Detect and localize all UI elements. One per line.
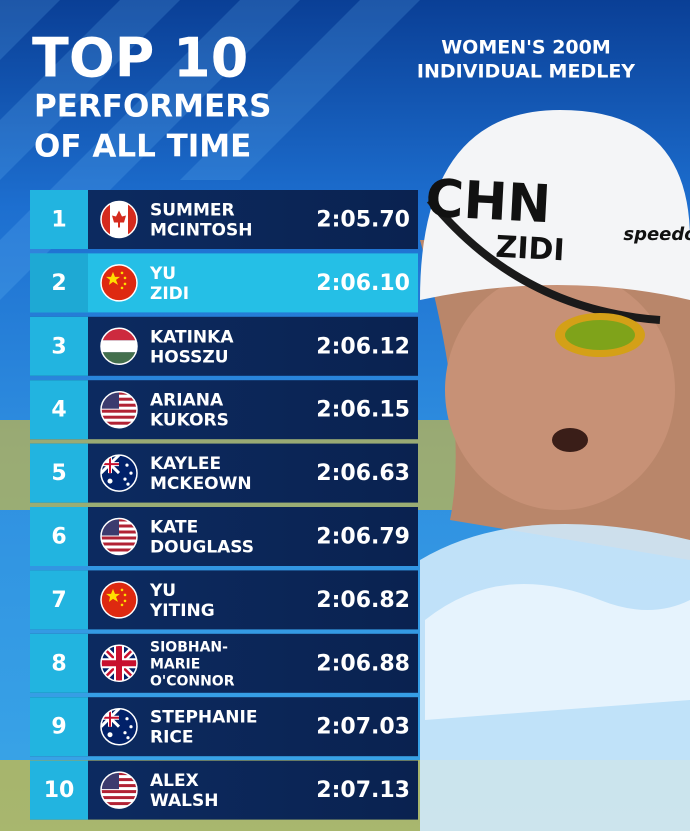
event-line: WOMEN'S 200M — [441, 37, 611, 59]
flag-border — [100, 644, 138, 683]
athlete-name: O'CONNOR — [150, 673, 235, 689]
time: 2:06.63 — [316, 461, 410, 486]
row-background — [30, 697, 418, 757]
rank-cell — [30, 443, 88, 503]
background-stripes — [0, 0, 420, 300]
athlete-name: ALEX — [150, 771, 199, 791]
cap-text: CHN — [424, 169, 552, 235]
subtitle-line: PERFORMERS — [34, 89, 271, 125]
rank-cell — [30, 760, 88, 820]
time: 2:06.12 — [316, 334, 410, 359]
athlete-name: KUKORS — [150, 411, 229, 431]
athlete-name: MCKEOWN — [150, 474, 252, 494]
athlete-name: HOSSZU — [150, 347, 229, 367]
flag-border — [100, 390, 138, 429]
row-background — [30, 253, 418, 313]
time: 2:07.13 — [316, 778, 410, 803]
rank: 6 — [51, 525, 66, 550]
flag-border — [100, 707, 138, 746]
flag-border — [100, 771, 138, 809]
rank: 4 — [51, 398, 66, 423]
athlete-name: RICE — [150, 728, 194, 748]
athlete-name: YU — [149, 264, 176, 284]
rank: 2 — [51, 271, 66, 296]
athlete-name: KATINKA — [150, 327, 234, 347]
row-background — [30, 380, 418, 440]
flag-border — [100, 327, 138, 366]
rank-cell — [30, 697, 88, 757]
swimmer-photo: CHN ZIDI speedo — [420, 110, 690, 831]
rank: 7 — [51, 588, 66, 613]
rank-cell — [30, 253, 88, 313]
time: 2:06.15 — [316, 398, 410, 423]
rank-cell — [30, 633, 88, 693]
flag-border — [100, 517, 138, 556]
row-background — [30, 760, 418, 820]
flag-border — [100, 264, 138, 302]
row-background — [30, 507, 418, 566]
time: 2:06.79 — [316, 525, 410, 550]
rank: 3 — [51, 334, 66, 359]
athlete-name: STEPHANIE — [150, 708, 257, 728]
time: 2:07.03 — [316, 715, 410, 740]
rank: 1 — [51, 208, 66, 233]
athlete-name: MCINTOSH — [150, 221, 252, 241]
time: 2:05.70 — [316, 208, 410, 233]
athlete-name: YITING — [149, 601, 215, 621]
cap-brand: speedo — [623, 224, 690, 245]
rank-cell — [30, 380, 88, 440]
rank-cell — [30, 570, 88, 630]
time: 2:06.88 — [316, 651, 410, 676]
athlete-name: SIOBHAN- — [150, 639, 228, 655]
subtitle-line: OF ALL TIME — [34, 129, 251, 165]
title: TOP 10 — [32, 27, 248, 90]
rank-cell — [30, 190, 88, 249]
row-background — [30, 633, 418, 693]
athlete-name: ARIANA — [150, 391, 224, 411]
flag-border — [100, 200, 138, 239]
rank-cell — [30, 507, 88, 566]
row-background — [30, 190, 418, 249]
rank: 10 — [44, 778, 75, 803]
cap-name: ZIDI — [495, 230, 566, 269]
athlete-name: DOUGLASS — [150, 538, 254, 558]
athlete-name: ZIDI — [150, 284, 189, 304]
athlete-name: YU — [149, 581, 176, 601]
athlete-name: KAYLEE — [150, 454, 221, 474]
time: 2:06.82 — [316, 588, 410, 613]
row-background — [30, 316, 418, 376]
row-background — [30, 443, 418, 503]
event-line: INDIVIDUAL MEDLEY — [417, 61, 635, 83]
rank: 5 — [51, 461, 66, 486]
rank: 9 — [51, 715, 66, 740]
time: 2:06.10 — [316, 271, 410, 296]
flag-border — [100, 454, 138, 492]
rank: 8 — [51, 651, 66, 676]
row-background — [30, 570, 418, 630]
athlete-name: KATE — [150, 518, 198, 538]
flag-border — [100, 581, 138, 619]
rank-cell — [30, 316, 88, 376]
athlete-name: SUMMER — [150, 201, 235, 221]
athlete-name: WALSH — [150, 791, 218, 811]
athlete-name: MARIE — [150, 656, 200, 672]
